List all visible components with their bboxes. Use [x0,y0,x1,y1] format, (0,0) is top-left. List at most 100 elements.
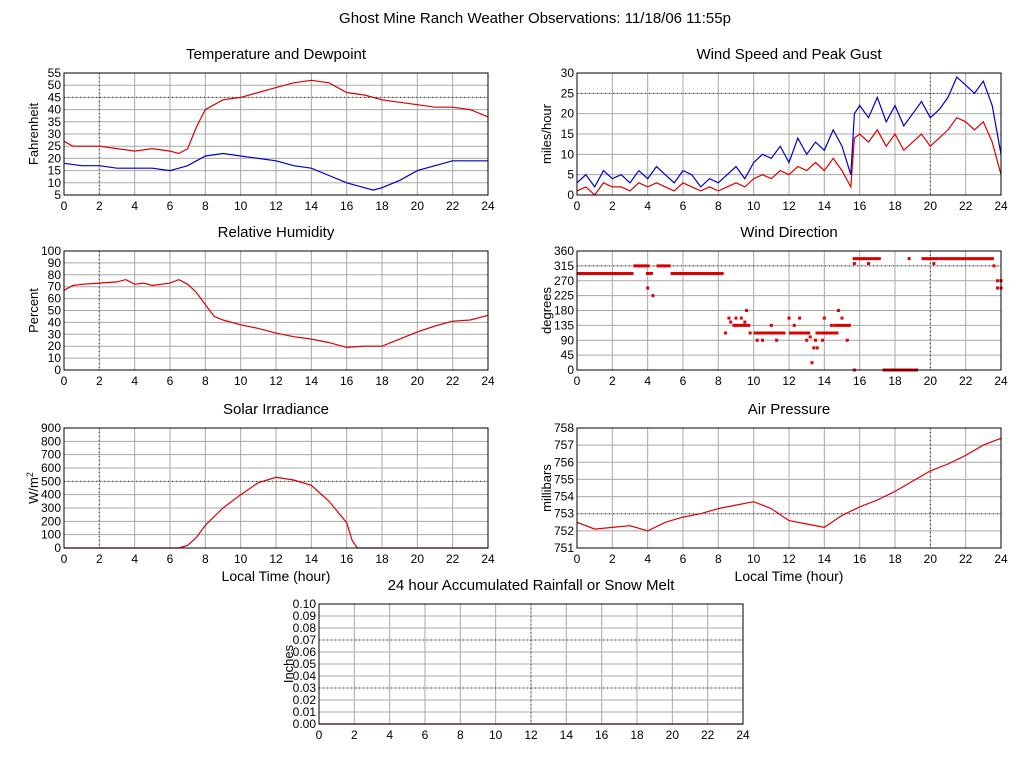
x-tick-label: 22 [959,199,973,213]
grid [63,427,489,549]
x-tick-label: 6 [167,552,174,566]
direction-point [727,316,731,320]
y-tick-label: 40 [48,103,62,117]
direction-point [798,316,802,320]
series-red-line [576,116,1002,196]
y-tick-label: 45 [561,348,575,362]
x-tick-label: 14 [305,552,319,566]
x-tick-label: 2 [351,728,358,742]
direction-point [745,309,749,312]
y-tick-label: 225 [554,289,574,303]
y-axis-label: Fahrenheit [26,103,41,166]
y-tick-label: 0.00 [293,717,317,731]
plot-frame [63,72,489,196]
y-tick-label: 20 [48,339,62,353]
plot-frame [63,427,489,549]
x-tick-label: 0 [61,199,68,213]
y-tick-label: 35 [48,115,62,129]
direction-point [814,338,817,342]
direction-point [792,323,796,327]
direction-point [815,346,819,350]
direction-point [651,294,655,298]
y-tick-label: 0.02 [293,693,317,707]
grid [576,250,1002,371]
y-tick-label: 20 [561,107,575,121]
x-tick-label: 10 [747,199,761,213]
y-tick-label: 30 [48,327,62,341]
x-tick-label: 6 [167,199,174,213]
chart-title: Relative Humidity [218,224,335,241]
grid [63,250,489,371]
x-tick-label: 0 [574,552,581,566]
y-tick-label: 0 [567,363,574,377]
direction-point [867,262,870,266]
x-tick-label: 16 [340,199,354,213]
direction-point [810,361,814,365]
y-tick-label: 5 [567,168,574,182]
y-tick-label: 20 [48,151,62,165]
x-tick-label: 24 [994,374,1008,388]
y-tick-label: 60 [48,292,62,306]
grid [576,427,1002,549]
x-tick-label: 0 [316,728,323,742]
x-tick-label: 6 [680,199,687,213]
y-tick-label: 270 [554,274,574,288]
x-axis-label: Local Time (hour) [735,568,844,584]
x-tick-label: 18 [888,552,902,566]
x-tick-label: 14 [818,199,832,213]
y-tick-label: 180 [554,304,574,318]
x-tick-label: 2 [609,374,616,388]
x-tick-label: 24 [994,552,1008,566]
direction-point [836,309,840,312]
x-tick-label: 14 [305,374,319,388]
y-axis-label: Inches [281,644,296,683]
y-tick-label: 0 [54,541,61,555]
y-tick-label: 100 [41,244,61,258]
y-axis-label: millibars [539,464,554,512]
grid [318,603,744,725]
x-tick-label: 4 [644,552,651,566]
chart-title: Solar Irradiance [223,401,329,418]
y-tick-label: 15 [561,127,575,141]
x-tick-label: 16 [595,728,609,742]
direction-point [729,320,733,324]
series-red-line [576,437,1002,532]
direction-point [769,323,773,327]
x-tick-label: 24 [481,374,495,388]
direction-point [833,331,837,335]
x-tick-label: 20 [411,199,425,213]
direction-point [787,316,791,320]
direction-point [932,262,936,266]
x-tick-label: 2 [609,552,616,566]
direction-point [646,286,650,290]
y-tick-label: 25 [48,139,62,153]
y-tick-label: 10 [48,176,62,190]
direction-point [723,331,727,335]
y-tick-label: 756 [554,455,574,469]
x-tick-label: 18 [888,374,902,388]
y-tick-label: 0.05 [293,657,317,671]
y-tick-label: 753 [554,507,574,521]
x-tick-label: 12 [782,374,796,388]
x-axis-label: Local Time (hour) [222,568,331,584]
y-axis-label: miles/hour [539,103,554,164]
x-tick-label: 10 [489,728,503,742]
chart-title: Wind Direction [740,224,838,241]
y-tick-label: 15 [48,164,62,178]
y-tick-label: 30 [48,127,62,141]
direction-point [755,338,759,342]
y-tick-label: 758 [554,421,574,435]
page-title: Ghost Mine Ranch Weather Observations: 1… [339,10,731,27]
x-tick-label: 0 [61,552,68,566]
series-red-line [64,476,488,549]
y-tick-label: 90 [48,256,62,270]
x-tick-label: 16 [853,552,867,566]
x-tick-label: 10 [747,374,761,388]
y-tick-label: 10 [48,351,62,365]
x-tick-label: 10 [234,199,248,213]
grid [63,72,489,196]
